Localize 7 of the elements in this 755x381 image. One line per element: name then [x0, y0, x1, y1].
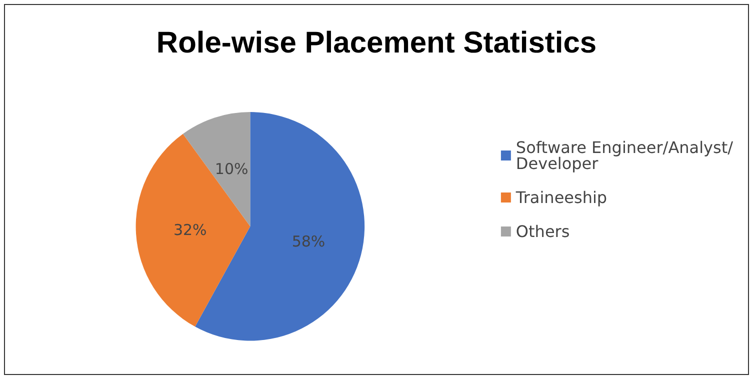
data-label: 58% [292, 232, 326, 250]
chart-title: Role-wise Placement Statistics [156, 26, 597, 60]
legend-label: Others [516, 222, 570, 241]
data-label: 32% [173, 221, 207, 240]
data-label: 10% [214, 160, 248, 178]
legend-label: Traineeship [514, 188, 608, 207]
legend-label: Software Engineer/Analyst/Developer [516, 138, 734, 173]
